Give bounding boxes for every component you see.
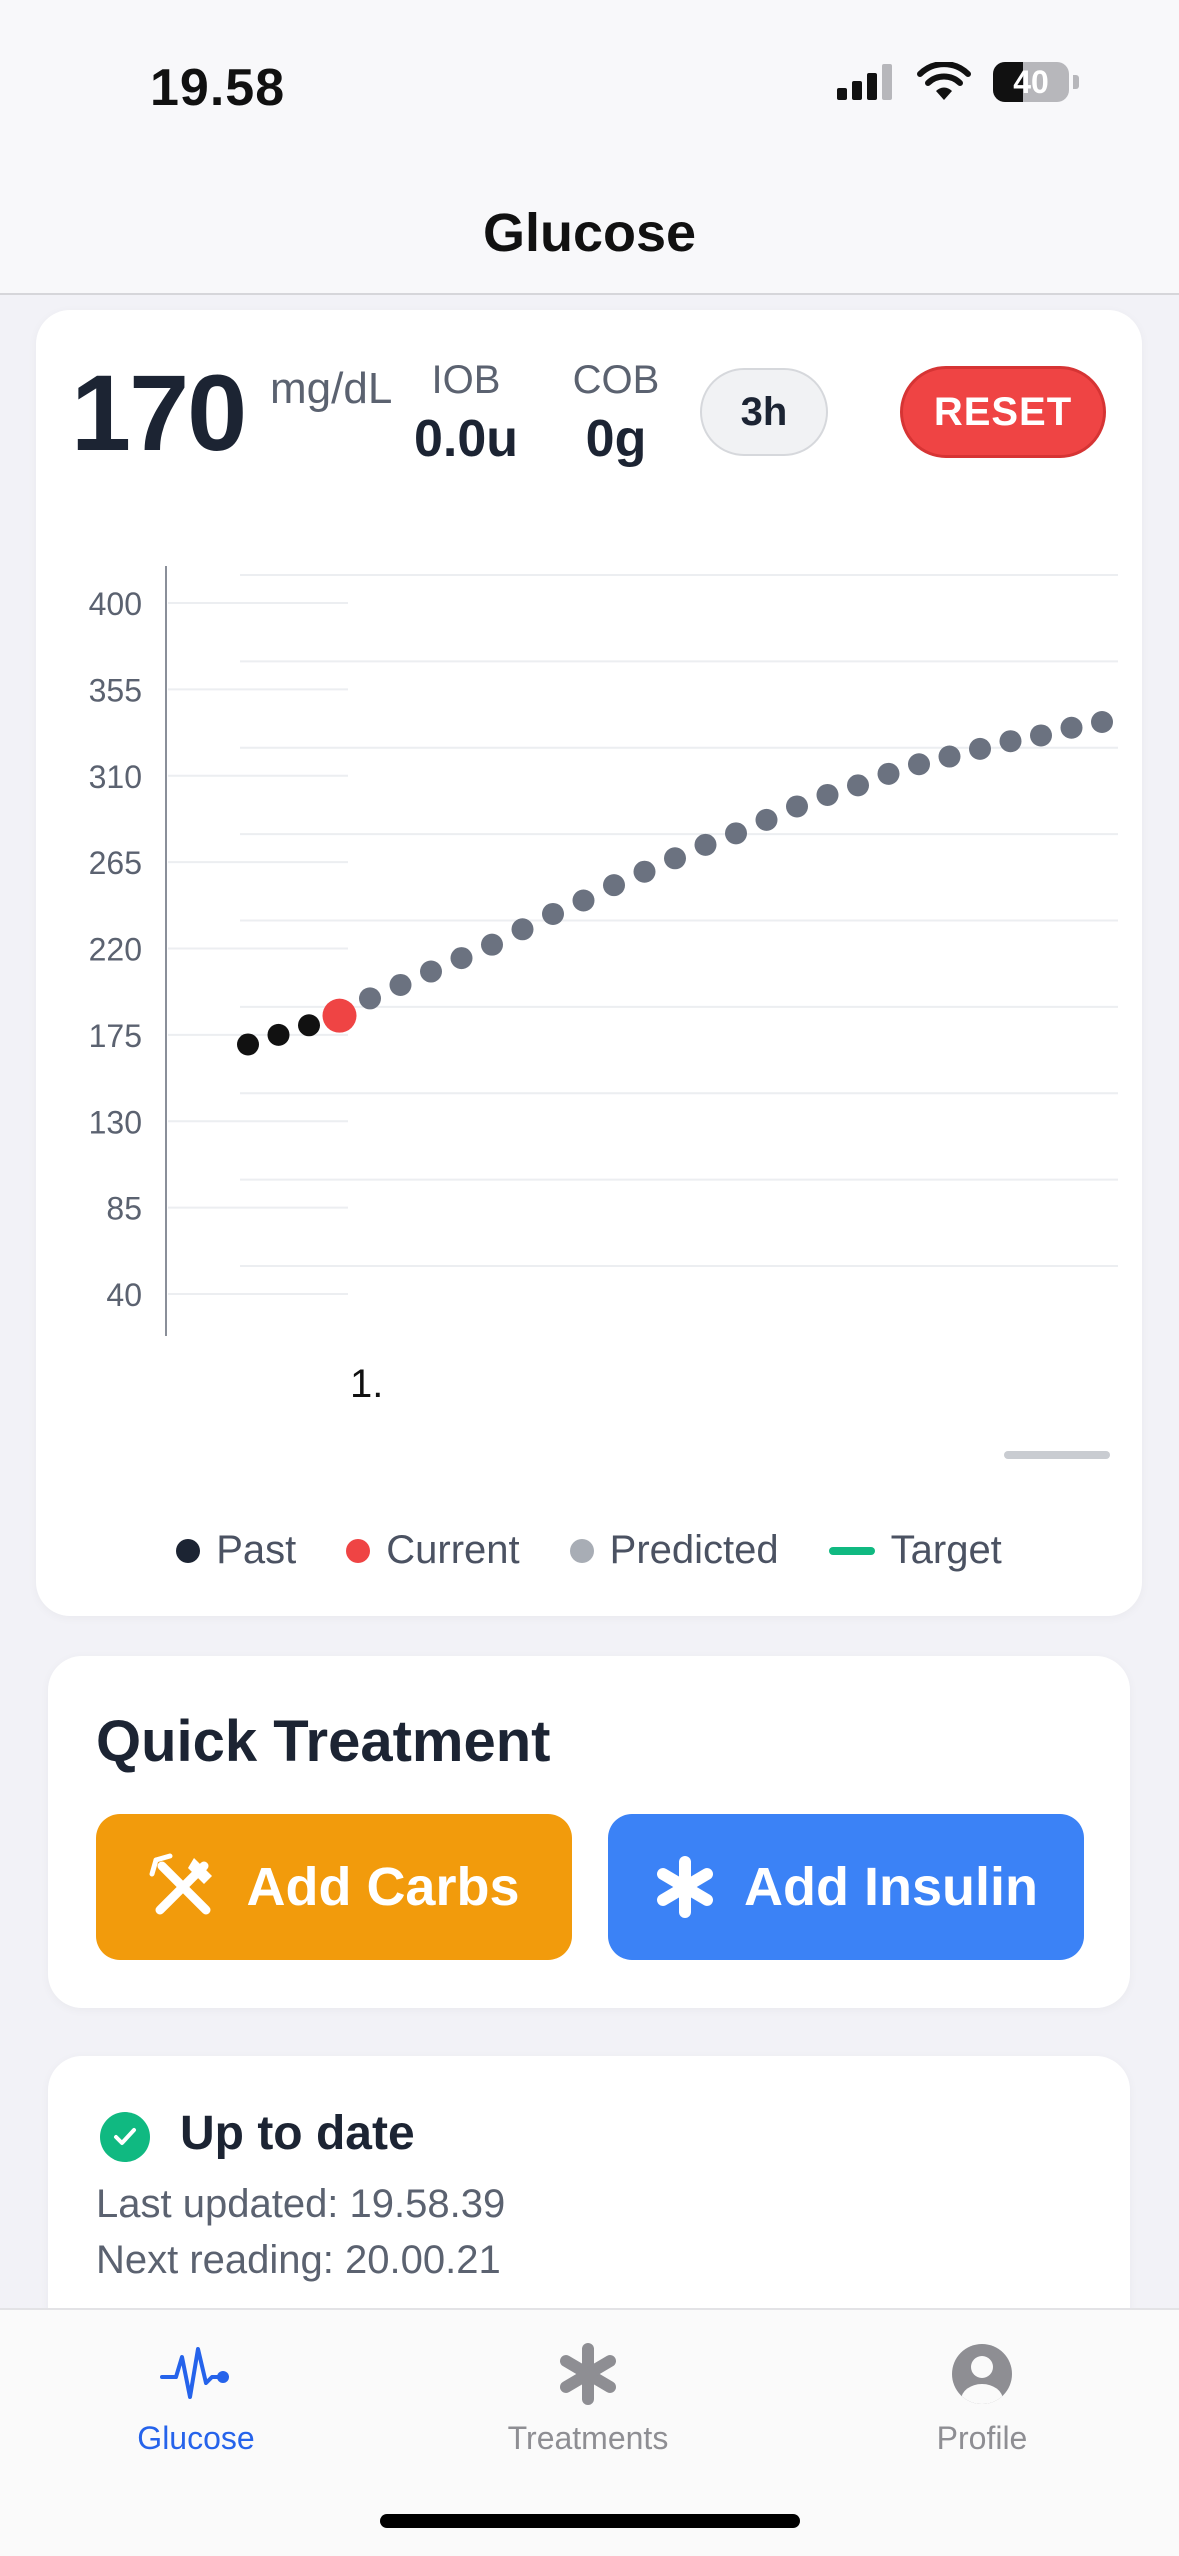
signal-icon — [837, 64, 892, 100]
y-tick-label: 40 — [106, 1277, 142, 1313]
legend-item-past: Past — [176, 1528, 296, 1573]
battery-nub — [1073, 75, 1079, 89]
cob-metric: COB 0g — [546, 358, 686, 469]
chart-point-predicted — [877, 762, 900, 785]
chart-point-predicted — [725, 822, 747, 845]
nav-bar: Glucose — [0, 170, 1179, 295]
y-tick-label: 85 — [106, 1191, 142, 1227]
chart-point-predicted — [755, 808, 778, 831]
legend-item-predicted: Predicted — [569, 1528, 779, 1573]
tab-glucose[interactable]: Glucose — [66, 2338, 326, 2457]
home-indicator — [380, 2514, 800, 2528]
sync-status-title: Up to date — [180, 2107, 415, 2160]
legend-predicted-marker — [569, 1538, 594, 1563]
quick-treatment-card: Quick Treatment Add Carbs Add Insulin — [48, 1656, 1130, 2008]
y-tick-label: 355 — [89, 672, 142, 708]
y-tick-label: 220 — [89, 932, 142, 968]
y-tick-label: 265 — [89, 845, 142, 881]
y-tick-label: 400 — [89, 586, 142, 622]
wifi-icon — [917, 62, 971, 100]
iob-value: 0.0u — [413, 410, 519, 468]
x-tick-label: 1. — [350, 1362, 383, 1406]
chart-point-current — [322, 998, 357, 1033]
chart-point-predicted — [1030, 724, 1052, 747]
reset-button[interactable]: RESET — [900, 366, 1106, 458]
chart-point-predicted — [816, 783, 839, 806]
glucose-chart[interactable]: 400 355 310 265 220 175 130 85 40 1. — [36, 310, 1142, 1616]
fork-knife-icon — [148, 1852, 218, 1922]
tab-treatments[interactable]: Treatments — [458, 2338, 718, 2457]
chart-point-predicted — [359, 987, 381, 1010]
chart-point-predicted — [1091, 711, 1113, 734]
page-title: Glucose — [482, 203, 697, 263]
chart-point-predicted — [847, 774, 869, 797]
battery-level: 40 — [1013, 64, 1049, 100]
chart-point-predicted — [572, 889, 595, 912]
legend-target-label: Target — [890, 1528, 1002, 1572]
pulse-icon — [66, 2338, 326, 2410]
legend-predicted-label: Predicted — [609, 1528, 779, 1572]
chart-point-predicted — [664, 847, 686, 870]
chart-scroll-indicator[interactable] — [1004, 1451, 1110, 1459]
chart-point-predicted — [938, 745, 961, 768]
legend-past-label: Past — [216, 1528, 297, 1572]
chart-point-predicted — [633, 860, 656, 883]
chart-point-predicted — [969, 737, 991, 760]
chart-legend: Past Current Predicted Target — [36, 1528, 1142, 1573]
asterisk-icon — [458, 2338, 718, 2410]
legend-current-label: Current — [386, 1528, 520, 1572]
tab-profile[interactable]: Profile — [852, 2338, 1112, 2457]
y-tick-label: 175 — [89, 1018, 142, 1054]
status-time: 19.58 — [150, 59, 286, 117]
legend-target-marker — [828, 1546, 875, 1555]
add-carbs-button[interactable]: Add Carbs — [96, 1814, 572, 1960]
chart-point-predicted — [542, 902, 564, 925]
tab-glucose-label: Glucose — [137, 2420, 255, 2456]
chart-point-predicted — [1060, 716, 1083, 739]
check-circle-icon — [100, 2112, 150, 2162]
iob-label: IOB — [431, 358, 501, 402]
chart-point-past — [298, 1014, 320, 1037]
chart-point-predicted — [420, 960, 442, 983]
y-tick-label: 130 — [89, 1104, 142, 1140]
glucose-card: 170 mg/dL IOB 0.0u COB 0g 3h RESET 400 35… — [36, 310, 1142, 1616]
asterisk-icon — [654, 1856, 716, 1918]
status-bar: 19.58 40 — [0, 0, 1179, 170]
chart-point-predicted — [450, 947, 473, 970]
chart-point-predicted — [603, 874, 625, 897]
next-reading-text: Next reading: 20.00.21 — [96, 2238, 501, 2282]
chart-point-predicted — [694, 833, 717, 856]
add-insulin-label: Add Insulin — [744, 1857, 1038, 1917]
tab-profile-label: Profile — [936, 2420, 1028, 2456]
chart-point-predicted — [908, 753, 930, 776]
quick-treatment-title: Quick Treatment — [96, 1709, 551, 1774]
add-carbs-label: Add Carbs — [246, 1857, 520, 1917]
iob-metric: IOB 0.0u — [406, 358, 526, 469]
legend-past-marker — [176, 1538, 201, 1563]
chart-point-predicted — [999, 730, 1022, 753]
person-icon — [852, 2338, 1112, 2410]
battery-icon: 40 — [993, 62, 1069, 102]
chart-point-predicted — [511, 918, 534, 941]
chart-point-predicted — [786, 795, 808, 818]
chart-point-predicted — [389, 973, 412, 996]
tab-treatments-label: Treatments — [507, 2420, 669, 2456]
cob-value: 0g — [585, 410, 647, 468]
add-insulin-button[interactable]: Add Insulin — [608, 1814, 1084, 1960]
legend-current-marker — [346, 1538, 371, 1563]
glucose-unit: mg/dL — [270, 364, 393, 413]
legend-item-current: Current — [346, 1528, 520, 1573]
glucose-reading: 170 — [71, 352, 247, 473]
chart-point-past — [267, 1023, 290, 1046]
chart-point-past — [237, 1033, 259, 1056]
chart-point-predicted — [481, 933, 503, 956]
legend-item-target: Target — [828, 1528, 1002, 1573]
y-tick-label: 310 — [89, 759, 142, 795]
last-updated-text: Last updated: 19.58.39 — [96, 2182, 506, 2226]
cob-label: COB — [572, 358, 660, 402]
time-range-button[interactable]: 3h — [700, 368, 828, 456]
status-icons: 40 — [837, 62, 1079, 102]
